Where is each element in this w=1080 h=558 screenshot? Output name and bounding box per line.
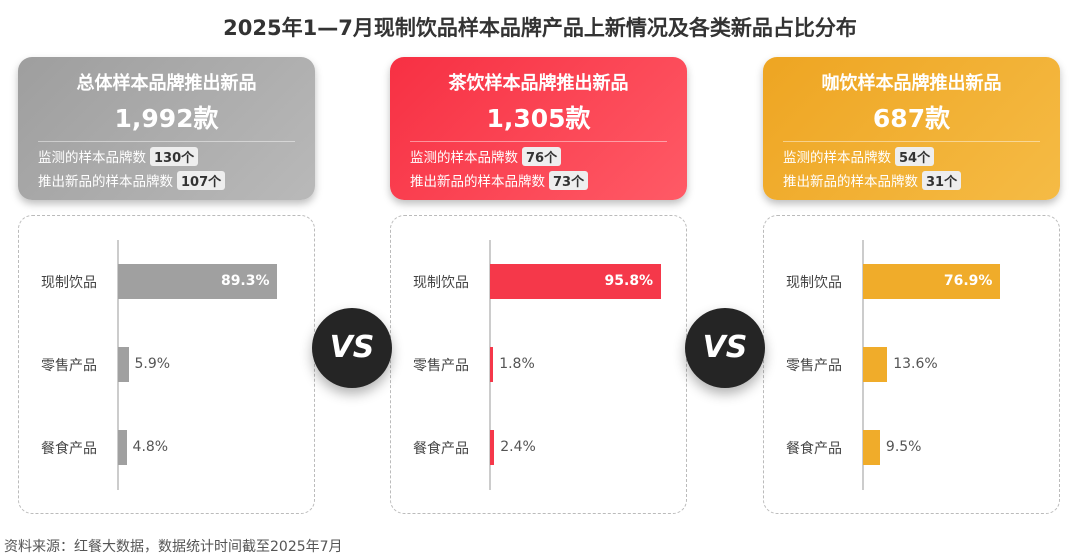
summary-card: 咖饮样本品牌推出新品 687款 监测的样本品牌数 54个 推出新品的样本品牌数 31…	[763, 57, 1060, 200]
summary-card: 总体样本品牌推出新品 1,992款 监测的样本品牌数 130个 推出新品的样本品牌…	[18, 57, 315, 200]
bar	[863, 430, 880, 465]
bar	[118, 264, 277, 299]
vs-badge: VS	[685, 308, 765, 388]
page-title: 2025年1—7月现制饮品样本品牌产品上新情况及各类新品占比分布	[223, 16, 857, 40]
monitored-badge: 54个	[895, 147, 935, 166]
bar	[490, 430, 495, 465]
bar-row: 餐食产品 4.8%	[19, 430, 314, 465]
vs-badge: VS	[312, 308, 392, 388]
bar-row: 现制饮品 76.9%	[764, 264, 1059, 299]
bar	[490, 347, 494, 382]
bar	[118, 430, 127, 465]
launched-badge: 31个	[922, 171, 962, 190]
card-title: 咖饮样本品牌推出新品	[821, 73, 1002, 94]
category-label: 餐食产品	[413, 441, 469, 457]
monitored-label: 监测的样本品牌数	[783, 150, 891, 166]
y-axis	[862, 240, 864, 490]
category-label: 餐食产品	[41, 441, 97, 457]
source-note: 资料来源：红餐大数据，数据统计时间截至2025年7月	[4, 539, 343, 555]
bar-chart: 现制饮品 89.3% 零售产品 5.9% 餐食产品 4.8%	[18, 215, 315, 514]
bar-chart: 现制饮品 95.8% 零售产品 1.8% 餐食产品 2.4%	[390, 215, 687, 514]
data-label: 76.9%	[943, 273, 993, 289]
card-title: 茶饮样本品牌推出新品	[448, 73, 629, 94]
bar-row: 餐食产品 9.5%	[764, 430, 1059, 465]
launched-badge: 73个	[549, 171, 589, 190]
monitored-label: 监测的样本品牌数	[410, 150, 518, 166]
category-label: 现制饮品	[786, 275, 842, 291]
launched-label: 推出新品的样本品牌数	[410, 174, 545, 190]
monitored-row: 监测的样本品牌数 130个	[38, 146, 295, 166]
category-label: 餐食产品	[786, 441, 842, 457]
data-label: 4.8%	[132, 439, 169, 455]
summary-card: 茶饮样本品牌推出新品 1,305款 监测的样本品牌数 76个 推出新品的样本品牌数…	[390, 57, 687, 200]
bar	[863, 264, 1000, 299]
category-label: 零售产品	[41, 358, 97, 374]
data-label: 2.4%	[500, 439, 536, 455]
data-label: 89.3%	[220, 273, 270, 289]
card-count: 1,992款	[38, 99, 295, 142]
bar-row: 零售产品 13.6%	[764, 347, 1059, 382]
bar-row: 餐食产品 2.4%	[391, 430, 686, 465]
category-label: 零售产品	[786, 358, 842, 374]
data-label: 5.9%	[134, 356, 171, 372]
launched-label: 推出新品的样本品牌数	[38, 174, 173, 190]
bar-row: 零售产品 1.8%	[391, 347, 686, 382]
launched-row: 推出新品的样本品牌数 73个	[410, 170, 667, 190]
y-axis	[117, 240, 119, 490]
monitored-label: 监测的样本品牌数	[38, 150, 146, 166]
bar	[118, 347, 129, 382]
category-label: 现制饮品	[41, 275, 97, 291]
bar-row: 现制饮品 95.8%	[391, 264, 686, 299]
data-label: 9.5%	[885, 439, 922, 455]
data-label: 1.8%	[499, 356, 535, 372]
monitored-badge: 76个	[522, 147, 562, 166]
launched-row: 推出新品的样本品牌数 31个	[783, 170, 1040, 190]
bar	[863, 347, 888, 382]
card-count: 1,305款	[410, 99, 667, 142]
data-label: 95.8%	[604, 273, 654, 289]
category-label: 零售产品	[413, 358, 469, 374]
data-label: 13.6%	[893, 356, 938, 372]
launched-badge: 107个	[177, 171, 226, 190]
monitored-row: 监测的样本品牌数 76个	[410, 146, 667, 166]
launched-row: 推出新品的样本品牌数 107个	[38, 170, 295, 190]
bar-chart: 现制饮品 76.9% 零售产品 13.6% 餐食产品 9.5%	[763, 215, 1060, 514]
bar	[490, 264, 661, 299]
monitored-row: 监测的样本品牌数 54个	[783, 146, 1040, 166]
card-count: 687款	[783, 99, 1040, 142]
bar-row: 零售产品 5.9%	[19, 347, 314, 382]
card-title: 总体样本品牌推出新品	[76, 73, 257, 94]
category-label: 现制饮品	[413, 275, 469, 291]
launched-label: 推出新品的样本品牌数	[783, 174, 918, 190]
bar-row: 现制饮品 89.3%	[19, 264, 314, 299]
y-axis	[489, 240, 491, 490]
monitored-badge: 130个	[150, 147, 199, 166]
